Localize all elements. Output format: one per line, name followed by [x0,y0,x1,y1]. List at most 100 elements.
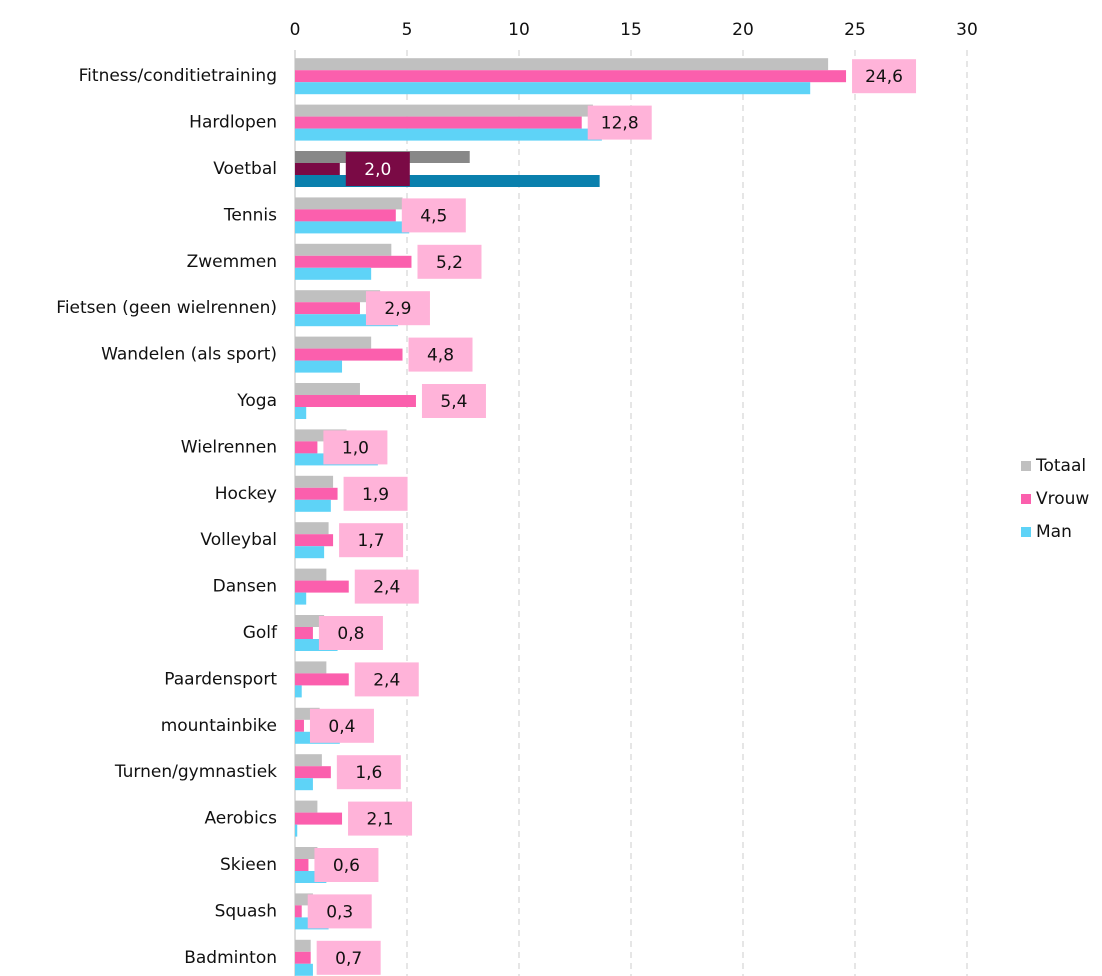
bar [295,128,602,141]
bar [295,592,307,605]
bar [295,766,331,779]
bar [295,383,360,395]
value-label: 5,4 [440,392,467,412]
bar [295,116,582,129]
y-tick-label: mountainbike [161,716,277,736]
bar [295,580,349,593]
value-label-box [421,384,486,418]
value-label: 4,5 [420,206,447,226]
y-tick-label: Voetbal [213,159,277,179]
y-tick-label: Turnen/gymnastiek [114,762,277,782]
bar [295,290,381,303]
y-tick-label: Yoga [236,391,277,411]
y-tick-label: Golf [243,623,278,643]
y-tick-label: Volleybal [200,530,277,550]
bar [295,70,847,83]
value-label: 4,8 [427,346,454,366]
bar [295,58,829,71]
bar [295,568,327,581]
bar [295,499,331,512]
bar [295,824,298,837]
value-label: 2,0 [364,160,391,180]
bar [295,487,338,500]
bar [295,302,360,315]
bar [295,441,318,454]
value-label-box [354,569,419,604]
bar [295,951,311,964]
bar [295,197,403,210]
bar [295,522,329,535]
value-label-box [365,291,430,326]
legend-label: Man [1036,522,1072,542]
value-label: 12,8 [601,114,639,134]
value-label-box [345,152,410,186]
bar [295,163,340,175]
bar [295,336,372,349]
y-tick-label: Skieen [220,855,277,875]
bar [295,395,416,407]
bar [295,859,309,871]
legend-swatch [1021,461,1031,471]
y-tick-label: Fietsen (geen wielrennen) [56,298,277,318]
y-tick-label: Hardlopen [189,113,277,133]
value-label: 0,8 [337,624,364,644]
value-label: 1,0 [342,438,369,458]
y-tick-label: Badminton [184,948,277,968]
y-tick-label: Paardensport [164,669,277,689]
bar [295,267,372,280]
x-tick-label: 5 [402,20,413,40]
value-label: 5,2 [436,253,463,273]
y-tick-label: Dansen [213,577,277,597]
bar [295,627,313,639]
value-label-box [348,801,413,836]
value-label: 0,3 [326,902,353,922]
value-label-box [314,848,379,882]
bar [295,255,412,268]
value-label: 24,6 [865,67,903,87]
bar [295,685,302,698]
value-label: 0,4 [328,717,355,737]
bar [295,534,334,547]
x-tick-label: 30 [956,20,978,40]
value-label: 2,4 [373,670,400,690]
bar [295,360,343,373]
bar [295,812,343,825]
bar [295,778,313,791]
x-tick-label: 20 [732,20,754,40]
value-label-box [852,59,917,94]
bar [295,719,304,732]
y-tick-label: Tennis [223,205,277,225]
legend-label: Vrouw [1036,489,1089,509]
value-label: 1,9 [362,485,389,505]
y-tick-label: Hockey [215,484,277,504]
value-label: 2,4 [373,578,400,598]
legend-label: Totaal [1035,456,1086,476]
value-label: 1,7 [358,531,385,551]
value-label-box [307,894,372,929]
y-tick-label: Squash [215,901,277,921]
value-label: 1,6 [355,763,382,783]
value-label-box [318,616,383,650]
legend-swatch [1021,494,1031,504]
value-label: 0,6 [333,856,360,876]
value-label-box [339,523,404,558]
value-label-box [587,105,652,140]
value-label-box [316,940,381,975]
value-label: 0,7 [335,949,362,969]
bar [295,939,311,952]
value-label-box [417,244,482,279]
x-tick-label: 10 [508,20,530,40]
value-label-box [343,476,408,511]
value-label: 2,1 [367,810,394,830]
x-tick-label: 15 [620,20,642,40]
bar [295,475,334,488]
bar [295,905,302,918]
y-tick-label: Aerobics [204,809,277,829]
y-tick-label: Fitness/conditietraining [79,66,277,86]
bar [295,243,392,256]
value-label: 2,9 [384,299,411,319]
bar [295,754,322,767]
y-tick-label: Zwemmen [187,252,277,272]
value-label-box [336,755,401,790]
value-label-box [401,198,466,233]
